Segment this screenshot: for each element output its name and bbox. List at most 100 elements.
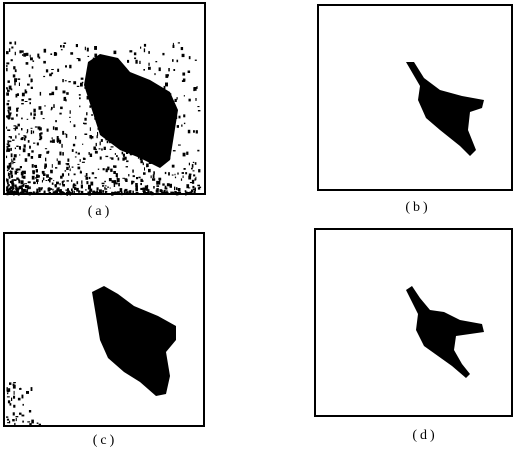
noise-dot [12,384,16,389]
noise-dot [148,162,152,164]
noise-dot [54,52,58,56]
noise-dot [168,172,170,176]
noise-dot [33,113,36,116]
noise-dot [136,177,139,180]
noise-dot [75,44,78,48]
noise-dot [40,188,43,191]
noise-dot [29,145,31,149]
noise-dot [71,166,74,168]
noise-dot [122,157,125,161]
noise-dot [146,166,148,168]
noise-dot [157,180,161,185]
noise-dot [13,125,17,127]
noise-dot [13,190,16,192]
noise-dot [43,190,45,192]
noise-dot [164,171,167,175]
noise-dot [34,126,38,128]
noise-dot [178,115,181,119]
noise-dot [32,170,35,173]
noise-dot [75,136,77,140]
noise-dot [51,137,53,140]
noise-dot [42,170,45,175]
noise-dot [62,152,64,156]
noise-dot [114,191,117,193]
noise-dot [19,148,21,150]
noise-dot [46,174,49,178]
noise-dot [14,81,16,86]
noise-dot [185,172,188,175]
noise-dot [194,59,197,61]
noise-dot [80,170,82,172]
noise-dot [103,146,106,150]
noise-dot [26,191,29,195]
noise-dot [183,114,186,118]
noise-dot [71,149,74,152]
noise-dot [17,78,21,80]
noise-dot [52,188,54,191]
noise-dot [106,191,108,193]
noise-dot [11,189,13,191]
noise-dot [92,190,96,193]
noise-dot [14,51,16,56]
noise-dot [50,108,52,111]
noise-dot [68,173,70,176]
noise-dot [29,102,31,105]
noise-dot [197,106,200,108]
noise-dot [30,127,33,129]
noise-dot [192,188,195,191]
noise-dot [81,180,83,184]
noise-dot [109,148,112,150]
noise-dot [156,185,160,187]
noise-dot [45,180,48,181]
noise-dot [10,88,13,91]
noise-dot [89,188,93,192]
noise-dot [152,174,155,178]
noise-dot [26,132,28,134]
noise-dot [33,108,36,113]
noise-dot [71,190,74,194]
noise-dot [73,124,76,128]
noise-dot [6,115,8,117]
noise-dot [61,192,65,195]
noise-dot [15,126,18,130]
noise-dot [177,172,179,175]
panel-c: (c) [3,232,205,448]
noise-dot [71,179,73,182]
noise-dot [143,48,146,53]
noise-dot [197,110,201,112]
noise-dot [14,41,17,45]
noise-dot [104,187,106,189]
noise-dot [6,188,10,193]
noise-dot [6,116,10,118]
noise-dot [25,62,29,65]
noise-dot [126,191,128,195]
noise-dot [183,95,185,97]
noise-dot [88,190,91,193]
noise-dot [25,52,29,56]
noise-dot [37,175,40,178]
noise-dot [11,183,15,187]
noise-dot [77,152,80,155]
noise-dot [40,187,43,189]
noise-dot [177,189,181,192]
noise-dot [198,169,201,173]
noise-dot [84,46,86,51]
noise-dot [38,127,42,131]
caption: (a) [88,204,113,219]
noise-dot [69,191,72,195]
noise-dot [7,145,10,148]
noise-dot [16,113,18,117]
noise-dot [8,141,10,146]
noise-dot [60,106,63,110]
noise-dot [87,55,90,57]
noise-dot [15,168,17,171]
noise-dot [8,191,12,195]
noise-dot [172,59,174,62]
noise-dot [115,191,118,195]
noise-dot [6,387,8,391]
noise-dot [86,181,89,185]
noise-dot [9,174,11,177]
noise-dot [11,174,13,178]
noise-dot [121,151,124,155]
noise-dot [44,163,47,168]
